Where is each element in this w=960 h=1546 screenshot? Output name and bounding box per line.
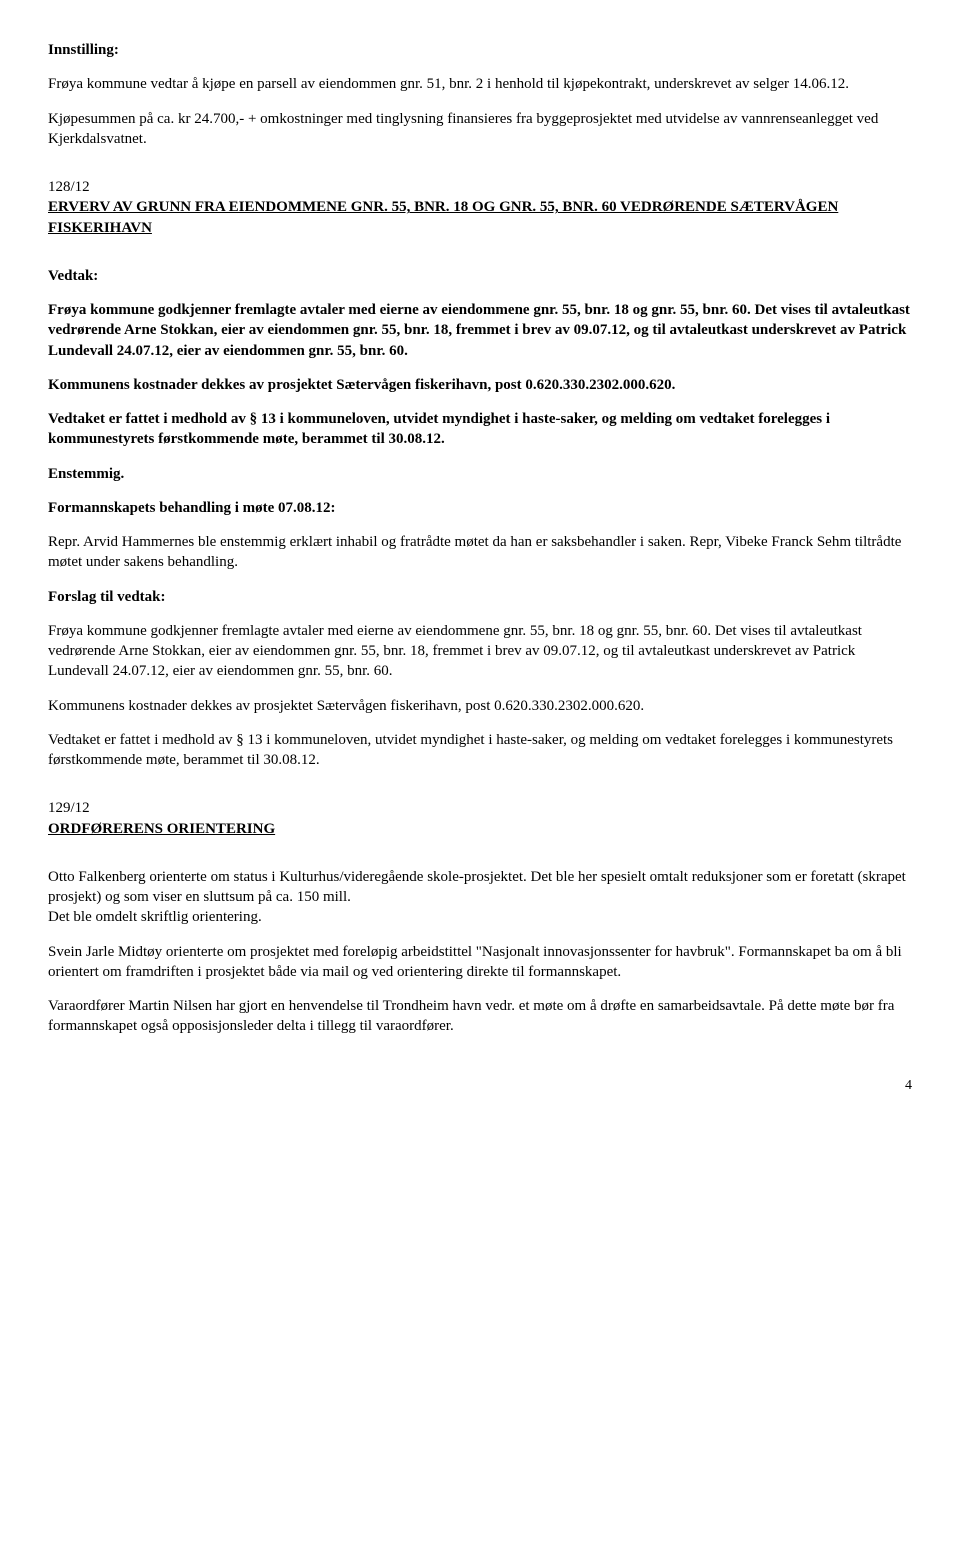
orientering-para-4: Varaordfører Martin Nilsen har gjort en … bbox=[48, 996, 912, 1037]
forslag-heading: Forslag til vedtak: bbox=[48, 587, 912, 607]
innstilling-heading: Innstilling: bbox=[48, 40, 912, 60]
vedtak-para-3: Vedtaket er fattet i medhold av § 13 i k… bbox=[48, 409, 912, 450]
forslag-para-3: Vedtaket er fattet i medhold av § 13 i k… bbox=[48, 730, 912, 771]
behandling-heading: Formannskapets behandling i møte 07.08.1… bbox=[48, 498, 912, 518]
innstilling-para-2: Kjøpesummen på ca. kr 24.700,- + omkostn… bbox=[48, 109, 912, 150]
case-129-title: ORDFØRERENS ORIENTERING bbox=[48, 821, 275, 837]
vedtak-para-4: Enstemmig. bbox=[48, 464, 912, 484]
case-128-number: 128/12 bbox=[48, 179, 90, 195]
page-number: 4 bbox=[48, 1077, 912, 1096]
vedtak-heading: Vedtak: bbox=[48, 266, 912, 286]
case-129-number: 129/12 bbox=[48, 800, 90, 816]
orientering-para-3: Svein Jarle Midtøy orienterte om prosjek… bbox=[48, 942, 912, 983]
orientering-para-2: Det ble omdelt skriftlig orientering. bbox=[48, 907, 912, 927]
behandling-para-1: Repr. Arvid Hammernes ble enstemmig erkl… bbox=[48, 532, 912, 573]
case-128-title: ERVERV AV GRUNN FRA EIENDOMMENE GNR. 55,… bbox=[48, 199, 838, 235]
vedtak-para-1: Frøya kommune godkjenner fremlagte avtal… bbox=[48, 300, 912, 361]
forslag-para-1: Frøya kommune godkjenner fremlagte avtal… bbox=[48, 621, 912, 682]
case-128-header: 128/12 ERVERV AV GRUNN FRA EIENDOMMENE G… bbox=[48, 177, 912, 238]
innstilling-para-1: Frøya kommune vedtar å kjøpe en parsell … bbox=[48, 74, 912, 94]
case-129-header: 129/12 ORDFØRERENS ORIENTERING bbox=[48, 798, 912, 839]
forslag-para-2: Kommunens kostnader dekkes av prosjektet… bbox=[48, 696, 912, 716]
orientering-para-1: Otto Falkenberg orienterte om status i K… bbox=[48, 867, 912, 908]
vedtak-para-2: Kommunens kostnader dekkes av prosjektet… bbox=[48, 375, 912, 395]
